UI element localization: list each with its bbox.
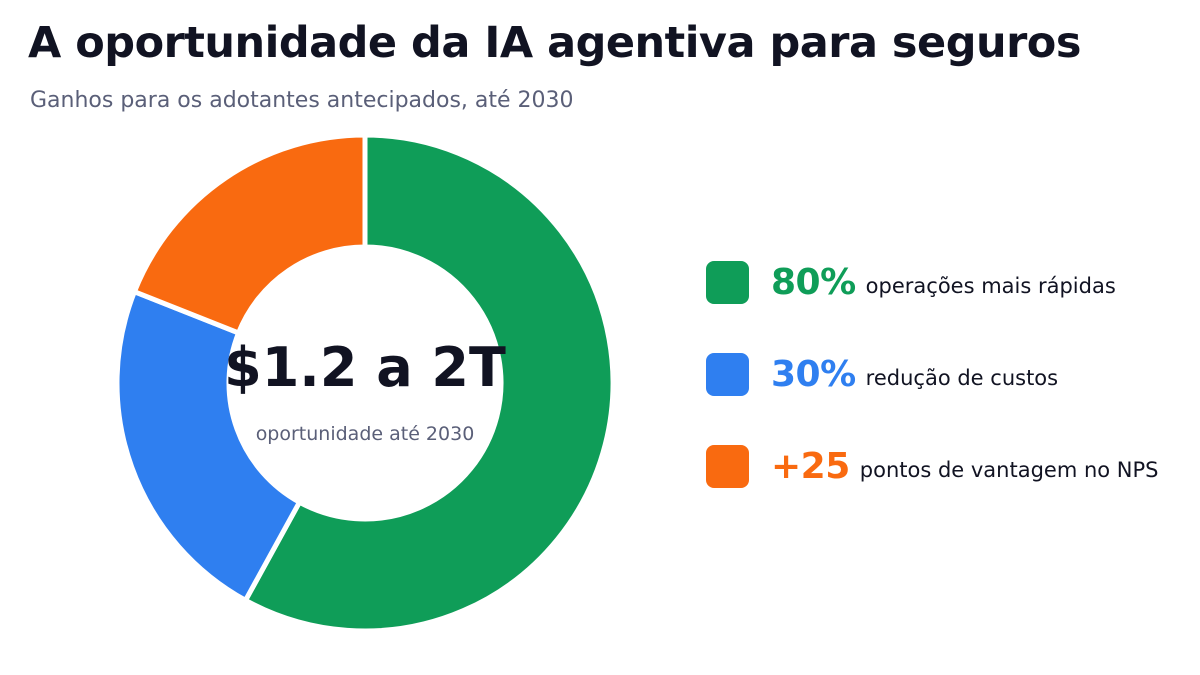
chart-title: A oportunidade da IA agentiva para segur…	[28, 18, 1081, 68]
donut-slice-blue	[114, 289, 302, 603]
legend-label: redução de custos	[865, 366, 1059, 390]
center-caption: oportunidade até 2030	[256, 423, 475, 445]
donut-slice-green	[243, 132, 616, 634]
legend-value: 80%	[771, 261, 856, 303]
legend-value: +25	[771, 445, 850, 487]
legend-swatch-orange	[706, 444, 749, 488]
legend-label: operações mais rápidas	[865, 274, 1116, 298]
legend-value: 30%	[771, 353, 856, 395]
legend-item-nps: +25 pontos de vantagem no NPS	[706, 442, 1186, 490]
legend-swatch-green	[706, 260, 749, 304]
center-value: $1.2 a 2T	[224, 336, 506, 399]
donut-slice-orange	[131, 132, 368, 336]
chart-subtitle: Ganhos para os adotantes antecipados, at…	[30, 88, 574, 113]
legend: 80% operações mais rápidas 30% redução d…	[706, 258, 1186, 534]
legend-item-operations: 80% operações mais rápidas	[706, 258, 1186, 306]
donut-chart: $1.2 a 2T oportunidade até 2030	[114, 132, 616, 634]
legend-item-costs: 30% redução de custos	[706, 350, 1186, 398]
legend-swatch-blue	[706, 352, 749, 396]
legend-label: pontos de vantagem no NPS	[859, 458, 1159, 482]
